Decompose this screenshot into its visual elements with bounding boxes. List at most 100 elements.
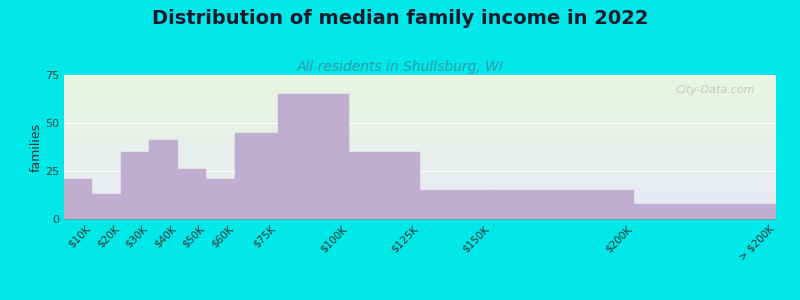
Bar xyxy=(64,84,776,85)
Bar xyxy=(64,97,776,98)
Bar xyxy=(64,105,776,107)
Bar xyxy=(64,193,776,194)
Bar xyxy=(64,111,776,112)
Bar xyxy=(64,158,776,160)
Bar xyxy=(64,110,776,111)
Bar xyxy=(64,202,776,203)
Bar xyxy=(64,146,776,147)
Bar xyxy=(64,157,776,158)
Bar xyxy=(150,140,178,219)
Bar xyxy=(64,154,776,156)
Bar xyxy=(64,183,776,184)
Text: All residents in Shullsburg, WI: All residents in Shullsburg, WI xyxy=(297,60,503,74)
Bar xyxy=(64,192,776,193)
Bar xyxy=(64,173,776,174)
Bar xyxy=(64,91,776,92)
Bar xyxy=(64,133,776,134)
Bar xyxy=(64,164,776,166)
Bar xyxy=(64,215,776,216)
Bar xyxy=(64,118,776,120)
Bar xyxy=(278,94,349,219)
Bar xyxy=(349,152,420,219)
Bar xyxy=(64,160,776,161)
Bar xyxy=(64,206,776,208)
Bar xyxy=(64,208,776,209)
Bar xyxy=(64,141,776,143)
Bar xyxy=(64,134,776,136)
Bar xyxy=(64,186,776,187)
Bar xyxy=(235,133,278,219)
Bar xyxy=(64,128,776,130)
Bar xyxy=(64,131,776,133)
Bar xyxy=(64,136,776,137)
Bar xyxy=(64,197,776,199)
Bar xyxy=(491,190,634,219)
Bar xyxy=(64,76,776,78)
Bar xyxy=(420,190,491,219)
Bar xyxy=(64,79,776,81)
Y-axis label: families: families xyxy=(30,122,42,172)
Bar xyxy=(64,107,776,108)
Text: Distribution of median family income in 2022: Distribution of median family income in … xyxy=(152,9,648,28)
Bar xyxy=(64,179,93,219)
Bar xyxy=(64,143,776,144)
Bar xyxy=(64,179,776,180)
Bar xyxy=(64,163,776,164)
Bar xyxy=(64,94,776,95)
Bar xyxy=(64,184,776,186)
Bar xyxy=(64,98,776,100)
Bar xyxy=(64,156,776,157)
Bar xyxy=(64,137,776,138)
Bar xyxy=(64,101,776,102)
Bar xyxy=(64,216,776,218)
Bar xyxy=(64,199,776,200)
Bar xyxy=(64,161,776,163)
Bar xyxy=(64,140,776,141)
Bar xyxy=(64,124,776,125)
Bar xyxy=(64,209,776,210)
Bar xyxy=(64,212,776,213)
Bar xyxy=(64,82,776,84)
Bar xyxy=(64,153,776,154)
Bar xyxy=(64,115,776,117)
Bar xyxy=(64,92,776,94)
Bar xyxy=(64,144,776,146)
Bar xyxy=(64,130,776,131)
Bar xyxy=(64,138,776,140)
Bar xyxy=(64,117,776,118)
Bar xyxy=(64,182,776,183)
Bar xyxy=(121,152,150,219)
Bar xyxy=(64,78,776,79)
Bar xyxy=(64,102,776,104)
Bar xyxy=(64,86,776,88)
Bar xyxy=(64,166,776,167)
Bar xyxy=(64,177,776,179)
Bar xyxy=(64,148,776,150)
Bar xyxy=(64,114,776,115)
Bar xyxy=(64,210,776,212)
Bar xyxy=(64,147,776,148)
Bar xyxy=(64,203,776,205)
Bar xyxy=(64,89,776,91)
Bar xyxy=(64,172,776,173)
Bar xyxy=(64,180,776,182)
Bar xyxy=(64,100,776,101)
Bar xyxy=(64,170,776,172)
Bar xyxy=(64,104,776,105)
Bar xyxy=(634,204,776,219)
Bar xyxy=(64,120,776,121)
Bar xyxy=(64,127,776,128)
Bar xyxy=(64,218,776,219)
Bar xyxy=(206,179,235,219)
Bar xyxy=(64,213,776,215)
Bar xyxy=(64,122,776,124)
Bar xyxy=(64,81,776,82)
Bar xyxy=(64,176,776,177)
Bar xyxy=(64,205,776,206)
Bar xyxy=(64,88,776,89)
Bar xyxy=(64,95,776,97)
Bar xyxy=(64,190,776,192)
Bar xyxy=(64,167,776,169)
Bar xyxy=(64,112,776,114)
Bar xyxy=(64,85,776,86)
